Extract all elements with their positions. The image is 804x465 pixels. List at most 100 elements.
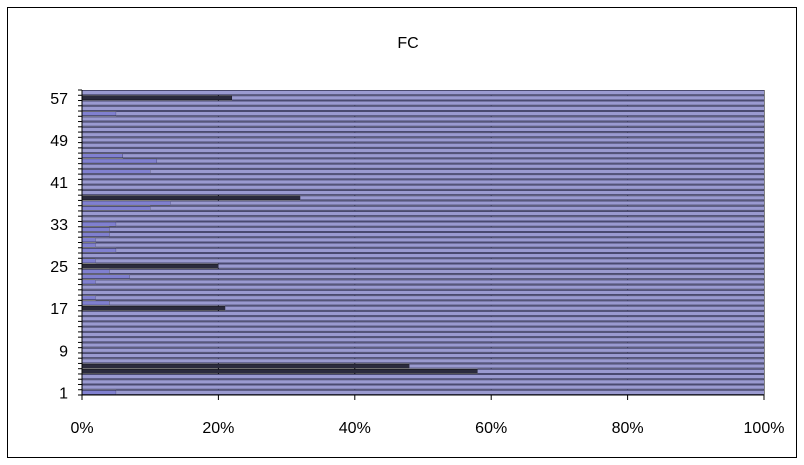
bar-remainder (82, 321, 764, 327)
bar-segment (81, 269, 110, 274)
bar-segment (81, 390, 117, 395)
bar-remainder (82, 316, 764, 321)
bar-remainder (82, 379, 764, 384)
bar-remainder (157, 158, 764, 164)
bar-segment (81, 258, 96, 264)
bar-remainder (82, 101, 764, 106)
bar-remainder (82, 348, 764, 353)
bar-segment (81, 221, 117, 227)
bar-remainder (82, 353, 764, 358)
bar-remainder (82, 358, 764, 363)
bar-remainder (82, 179, 764, 185)
bar-segment (81, 232, 110, 237)
bar-remainder (129, 274, 764, 279)
x-tick-label: 0% (70, 420, 93, 437)
x-tick-label: 80% (612, 420, 644, 437)
axes-group: 1 9 17 25 33 41 49 57 0% 20% 40% 60% 80% 100% (50, 89, 785, 437)
bar-remainder (82, 253, 764, 258)
y-tick-label: 57 (50, 91, 68, 108)
bar-remainder (95, 237, 764, 242)
x-tick-label: 40% (339, 420, 371, 437)
bar-remainder (82, 164, 764, 169)
bar-remainder (95, 279, 764, 285)
x-tick-label: 60% (475, 420, 507, 437)
bar-remainder (82, 127, 764, 132)
bar-remainder (300, 195, 764, 200)
bar-remainder (116, 390, 765, 395)
bar-remainder (82, 342, 764, 348)
y-tick-label: 1 (59, 385, 68, 402)
bar-segment (81, 300, 110, 306)
bar-remainder (122, 153, 765, 158)
bar-remainder (82, 332, 764, 337)
bar-remainder (82, 311, 764, 316)
bar-remainder (116, 248, 765, 253)
bar-remainder (218, 264, 764, 269)
bar-remainder (116, 221, 765, 227)
bar-remainder (109, 300, 764, 306)
bar-remainder (82, 132, 764, 137)
bar-segment (81, 248, 117, 253)
bar-segment (81, 153, 124, 159)
bar-segment (81, 206, 151, 211)
bar-segment (81, 227, 110, 232)
bar-segment (81, 263, 219, 269)
bar-segment (81, 195, 301, 201)
bar-remainder (82, 122, 764, 127)
y-tick-label: 33 (50, 217, 68, 234)
bar-remainder (82, 90, 764, 95)
bar-remainder (82, 190, 764, 195)
bar-remainder (109, 232, 764, 237)
y-tick-label: 49 (50, 133, 68, 150)
bar-remainder (82, 211, 764, 216)
chart-title: FC (397, 35, 418, 52)
bar-remainder (150, 206, 764, 211)
bar-remainder (82, 185, 764, 190)
bar-remainder (82, 290, 764, 295)
x-tick-label: 100% (744, 420, 785, 437)
bar-remainder (82, 337, 764, 342)
bar-segment (81, 242, 96, 248)
bar-segment (81, 169, 151, 174)
bar-remainder (95, 258, 764, 264)
y-tick-label: 17 (50, 301, 68, 318)
bars-group (81, 90, 765, 395)
bar-segment (81, 274, 130, 279)
y-tick-label: 41 (50, 175, 68, 192)
bar-remainder (82, 216, 764, 221)
bar-remainder (232, 95, 765, 100)
bar-remainder (95, 243, 764, 248)
bar-segment (81, 237, 96, 243)
bar-remainder (170, 200, 764, 206)
bar-segment (81, 363, 410, 369)
bar-remainder (116, 111, 765, 116)
bar-segment (81, 369, 478, 374)
chart-frame: FC 1 9 17 25 33 41 49 57 0% 20% 40% 60% 80% 100% (7, 7, 797, 458)
bar-segment (81, 200, 171, 206)
bar-remainder (82, 285, 764, 290)
y-tick-label: 9 (59, 343, 68, 360)
bar-segment (81, 295, 96, 301)
bar-remainder (82, 106, 764, 111)
bar-remainder (82, 327, 764, 332)
bar-remainder (477, 369, 764, 374)
y-tick-label: 25 (50, 259, 68, 276)
bar-remainder (82, 374, 764, 379)
bar-remainder (150, 169, 764, 174)
bar-remainder (95, 295, 764, 300)
bar-remainder (82, 148, 764, 153)
bar-remainder (82, 116, 764, 122)
bar-remainder (409, 363, 764, 369)
bar-segment (81, 111, 117, 116)
bar-segment (81, 158, 158, 164)
bar-remainder (82, 143, 764, 148)
bar-remainder (82, 174, 764, 179)
bar-segment (81, 95, 233, 101)
bar-segment (81, 305, 226, 311)
bar-segment (81, 279, 96, 285)
chart-canvas: FC 1 9 17 25 33 41 49 57 0% 20% 40% 60% 80% 100% (50, 35, 785, 437)
bar-remainder (82, 385, 764, 390)
x-tick-label: 20% (202, 420, 234, 437)
bar-remainder (109, 227, 764, 232)
bar-remainder (82, 137, 764, 143)
